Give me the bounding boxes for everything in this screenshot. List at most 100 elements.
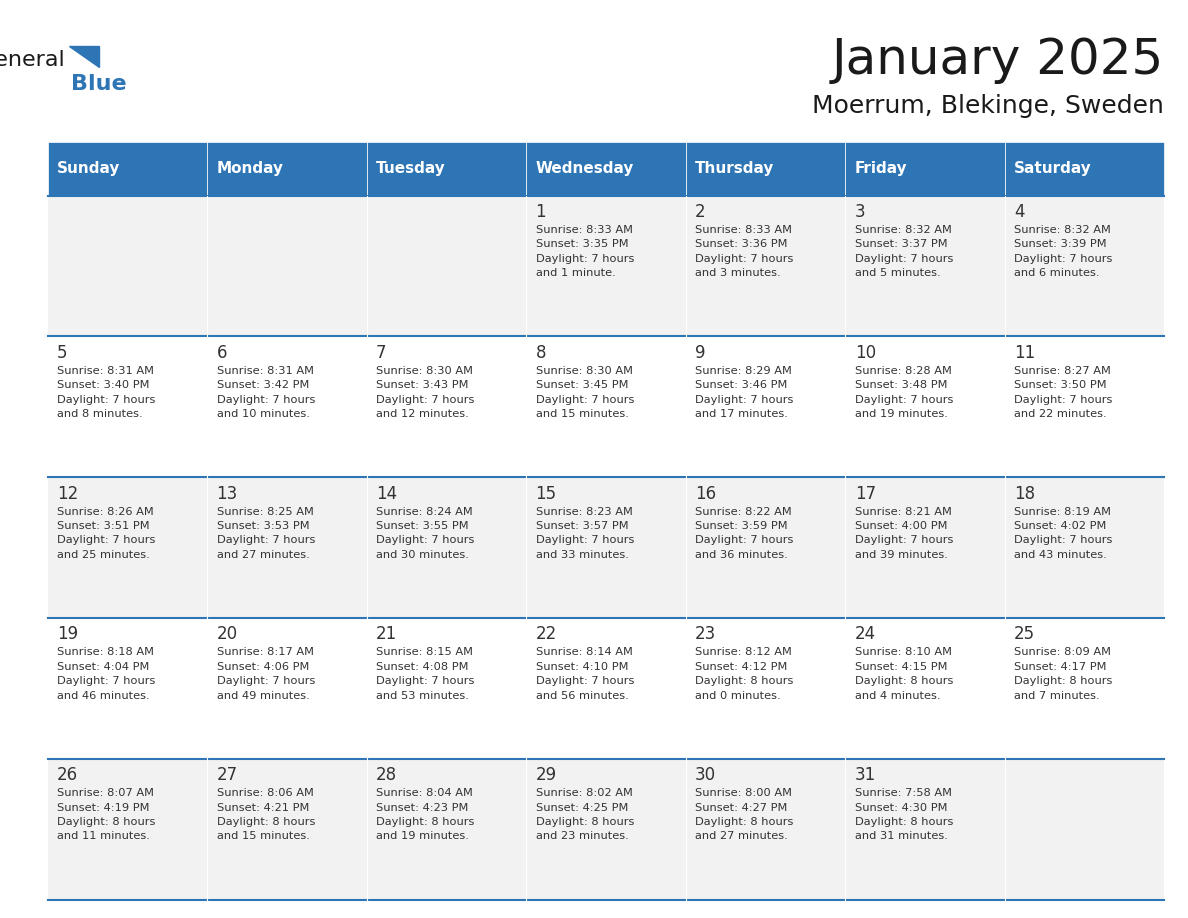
FancyBboxPatch shape (207, 336, 367, 477)
Text: 19: 19 (57, 625, 78, 644)
Text: Sunrise: 8:10 AM
Sunset: 4:15 PM
Daylight: 8 hours
and 4 minutes.: Sunrise: 8:10 AM Sunset: 4:15 PM Dayligh… (854, 647, 953, 700)
Text: Sunrise: 8:15 AM
Sunset: 4:08 PM
Daylight: 7 hours
and 53 minutes.: Sunrise: 8:15 AM Sunset: 4:08 PM Dayligh… (377, 647, 474, 700)
FancyBboxPatch shape (526, 336, 685, 477)
FancyBboxPatch shape (685, 142, 845, 196)
Text: Sunrise: 8:22 AM
Sunset: 3:59 PM
Daylight: 7 hours
and 36 minutes.: Sunrise: 8:22 AM Sunset: 3:59 PM Dayligh… (695, 507, 794, 560)
Text: Sunrise: 8:19 AM
Sunset: 4:02 PM
Daylight: 7 hours
and 43 minutes.: Sunrise: 8:19 AM Sunset: 4:02 PM Dayligh… (1015, 507, 1113, 560)
FancyBboxPatch shape (48, 196, 207, 336)
FancyBboxPatch shape (1005, 142, 1164, 196)
FancyBboxPatch shape (367, 336, 526, 477)
Text: 14: 14 (377, 485, 397, 502)
FancyBboxPatch shape (845, 142, 1005, 196)
Text: 16: 16 (695, 485, 716, 502)
Polygon shape (69, 46, 99, 67)
Text: 12: 12 (57, 485, 78, 502)
FancyBboxPatch shape (845, 477, 1005, 618)
Text: 1: 1 (536, 203, 546, 221)
Text: Sunrise: 8:07 AM
Sunset: 4:19 PM
Daylight: 8 hours
and 11 minutes.: Sunrise: 8:07 AM Sunset: 4:19 PM Dayligh… (57, 789, 156, 842)
Text: 7: 7 (377, 343, 386, 362)
FancyBboxPatch shape (48, 759, 207, 900)
Text: Thursday: Thursday (695, 162, 775, 176)
FancyBboxPatch shape (685, 759, 845, 900)
Text: 26: 26 (57, 767, 78, 784)
Text: Sunrise: 8:17 AM
Sunset: 4:06 PM
Daylight: 7 hours
and 49 minutes.: Sunrise: 8:17 AM Sunset: 4:06 PM Dayligh… (216, 647, 315, 700)
FancyBboxPatch shape (1005, 759, 1164, 900)
Text: 13: 13 (216, 485, 238, 502)
Text: 11: 11 (1015, 343, 1036, 362)
FancyBboxPatch shape (526, 618, 685, 759)
FancyBboxPatch shape (207, 477, 367, 618)
FancyBboxPatch shape (685, 336, 845, 477)
FancyBboxPatch shape (685, 618, 845, 759)
FancyBboxPatch shape (48, 477, 207, 618)
Text: 21: 21 (377, 625, 397, 644)
Text: Sunrise: 8:06 AM
Sunset: 4:21 PM
Daylight: 8 hours
and 15 minutes.: Sunrise: 8:06 AM Sunset: 4:21 PM Dayligh… (216, 789, 315, 842)
FancyBboxPatch shape (845, 336, 1005, 477)
Text: 27: 27 (216, 767, 238, 784)
Text: Saturday: Saturday (1015, 162, 1092, 176)
Text: Sunrise: 8:24 AM
Sunset: 3:55 PM
Daylight: 7 hours
and 30 minutes.: Sunrise: 8:24 AM Sunset: 3:55 PM Dayligh… (377, 507, 474, 560)
Text: Sunrise: 8:32 AM
Sunset: 3:37 PM
Daylight: 7 hours
and 5 minutes.: Sunrise: 8:32 AM Sunset: 3:37 PM Dayligh… (854, 225, 953, 278)
Text: Sunrise: 8:25 AM
Sunset: 3:53 PM
Daylight: 7 hours
and 27 minutes.: Sunrise: 8:25 AM Sunset: 3:53 PM Dayligh… (216, 507, 315, 560)
Text: Sunrise: 8:30 AM
Sunset: 3:43 PM
Daylight: 7 hours
and 12 minutes.: Sunrise: 8:30 AM Sunset: 3:43 PM Dayligh… (377, 365, 474, 419)
Text: Sunday: Sunday (57, 162, 120, 176)
Text: 24: 24 (854, 625, 876, 644)
Text: General: General (0, 50, 65, 70)
Text: 31: 31 (854, 767, 876, 784)
Text: Sunrise: 8:14 AM
Sunset: 4:10 PM
Daylight: 7 hours
and 56 minutes.: Sunrise: 8:14 AM Sunset: 4:10 PM Dayligh… (536, 647, 634, 700)
Text: Monday: Monday (216, 162, 284, 176)
Text: Sunrise: 8:02 AM
Sunset: 4:25 PM
Daylight: 8 hours
and 23 minutes.: Sunrise: 8:02 AM Sunset: 4:25 PM Dayligh… (536, 789, 634, 842)
FancyBboxPatch shape (526, 142, 685, 196)
Text: Sunrise: 8:04 AM
Sunset: 4:23 PM
Daylight: 8 hours
and 19 minutes.: Sunrise: 8:04 AM Sunset: 4:23 PM Dayligh… (377, 789, 474, 842)
Text: 6: 6 (216, 343, 227, 362)
Text: Sunrise: 8:18 AM
Sunset: 4:04 PM
Daylight: 7 hours
and 46 minutes.: Sunrise: 8:18 AM Sunset: 4:04 PM Dayligh… (57, 647, 156, 700)
Text: Tuesday: Tuesday (377, 162, 446, 176)
FancyBboxPatch shape (526, 196, 685, 336)
Text: 28: 28 (377, 767, 397, 784)
FancyBboxPatch shape (207, 142, 367, 196)
FancyBboxPatch shape (685, 477, 845, 618)
FancyBboxPatch shape (526, 759, 685, 900)
FancyBboxPatch shape (207, 618, 367, 759)
FancyBboxPatch shape (1005, 477, 1164, 618)
FancyBboxPatch shape (845, 618, 1005, 759)
Text: Sunrise: 8:23 AM
Sunset: 3:57 PM
Daylight: 7 hours
and 33 minutes.: Sunrise: 8:23 AM Sunset: 3:57 PM Dayligh… (536, 507, 634, 560)
Text: 30: 30 (695, 767, 716, 784)
Text: January 2025: January 2025 (832, 36, 1164, 84)
Text: Sunrise: 8:32 AM
Sunset: 3:39 PM
Daylight: 7 hours
and 6 minutes.: Sunrise: 8:32 AM Sunset: 3:39 PM Dayligh… (1015, 225, 1113, 278)
Text: 18: 18 (1015, 485, 1035, 502)
Text: Sunrise: 8:12 AM
Sunset: 4:12 PM
Daylight: 8 hours
and 0 minutes.: Sunrise: 8:12 AM Sunset: 4:12 PM Dayligh… (695, 647, 794, 700)
Text: 15: 15 (536, 485, 557, 502)
Text: Sunrise: 8:21 AM
Sunset: 4:00 PM
Daylight: 7 hours
and 39 minutes.: Sunrise: 8:21 AM Sunset: 4:00 PM Dayligh… (854, 507, 953, 560)
FancyBboxPatch shape (1005, 336, 1164, 477)
FancyBboxPatch shape (48, 618, 207, 759)
Text: Sunrise: 8:00 AM
Sunset: 4:27 PM
Daylight: 8 hours
and 27 minutes.: Sunrise: 8:00 AM Sunset: 4:27 PM Dayligh… (695, 789, 794, 842)
FancyBboxPatch shape (48, 142, 207, 196)
FancyBboxPatch shape (526, 477, 685, 618)
Text: Sunrise: 8:26 AM
Sunset: 3:51 PM
Daylight: 7 hours
and 25 minutes.: Sunrise: 8:26 AM Sunset: 3:51 PM Dayligh… (57, 507, 156, 560)
FancyBboxPatch shape (367, 477, 526, 618)
Text: Sunrise: 8:27 AM
Sunset: 3:50 PM
Daylight: 7 hours
and 22 minutes.: Sunrise: 8:27 AM Sunset: 3:50 PM Dayligh… (1015, 365, 1113, 419)
Text: Sunrise: 8:31 AM
Sunset: 3:42 PM
Daylight: 7 hours
and 10 minutes.: Sunrise: 8:31 AM Sunset: 3:42 PM Dayligh… (216, 365, 315, 419)
Text: Moerrum, Blekinge, Sweden: Moerrum, Blekinge, Sweden (813, 94, 1164, 118)
FancyBboxPatch shape (685, 196, 845, 336)
FancyBboxPatch shape (367, 196, 526, 336)
Text: 17: 17 (854, 485, 876, 502)
Text: Blue: Blue (71, 74, 126, 95)
Text: Sunrise: 8:33 AM
Sunset: 3:36 PM
Daylight: 7 hours
and 3 minutes.: Sunrise: 8:33 AM Sunset: 3:36 PM Dayligh… (695, 225, 794, 278)
Text: 10: 10 (854, 343, 876, 362)
FancyBboxPatch shape (367, 618, 526, 759)
Text: Friday: Friday (854, 162, 908, 176)
Text: Wednesday: Wednesday (536, 162, 634, 176)
Text: 23: 23 (695, 625, 716, 644)
Text: 2: 2 (695, 203, 706, 221)
FancyBboxPatch shape (1005, 196, 1164, 336)
FancyBboxPatch shape (1005, 618, 1164, 759)
FancyBboxPatch shape (48, 336, 207, 477)
FancyBboxPatch shape (845, 759, 1005, 900)
Text: 25: 25 (1015, 625, 1035, 644)
Text: 3: 3 (854, 203, 865, 221)
Text: 9: 9 (695, 343, 706, 362)
Text: Sunrise: 8:31 AM
Sunset: 3:40 PM
Daylight: 7 hours
and 8 minutes.: Sunrise: 8:31 AM Sunset: 3:40 PM Dayligh… (57, 365, 156, 419)
Text: Sunrise: 8:09 AM
Sunset: 4:17 PM
Daylight: 8 hours
and 7 minutes.: Sunrise: 8:09 AM Sunset: 4:17 PM Dayligh… (1015, 647, 1113, 700)
